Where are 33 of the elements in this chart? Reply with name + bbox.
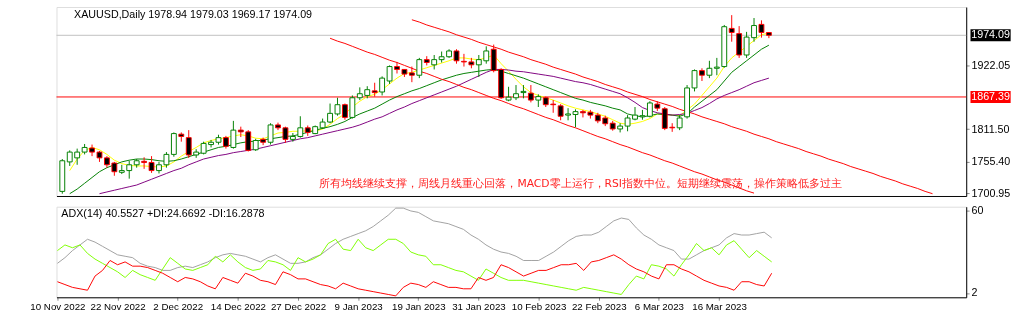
candlestick (267, 122, 274, 146)
candlestick (736, 25, 743, 59)
x-tick-label: 9 Jan 2023 (334, 301, 383, 313)
candlestick (349, 94, 356, 120)
y-tick-label: 1922.05 (971, 58, 1011, 71)
x-tick-label: 10 Nov 2022 (30, 301, 86, 313)
x-tick-label: 6 Mar 2023 (634, 301, 685, 313)
candlestick (416, 57, 423, 79)
x-tick-label: 19 Jan 2023 (392, 301, 446, 313)
candlestick (728, 14, 735, 43)
x-tick-label: 31 Jan 2023 (452, 301, 506, 313)
chart-title: ADX(14) 40.5527 +DI:24.6692 -DI:16.2878 (61, 207, 265, 220)
candlestick (699, 67, 705, 82)
y-tick-label: 1700.95 (971, 186, 1011, 199)
ref-line-label: 1974.09 (971, 28, 1010, 41)
line-series (56, 238, 773, 295)
candlestick (230, 120, 237, 150)
y-tick-label: 1811.50 (971, 122, 1010, 135)
x-tick-label: 16 Mar 2023 (692, 301, 747, 313)
x-tick-label: 22 Nov 2022 (90, 301, 146, 313)
x-tick-label: 14 Dec 2022 (210, 301, 266, 313)
line-series (56, 254, 773, 297)
x-tick-label: 27 Dec 2022 (270, 301, 327, 313)
x-tick-label: 22 Feb 2023 (571, 301, 627, 313)
x-tick-label: 10 Feb 2023 (511, 301, 567, 313)
line-series (56, 207, 773, 271)
ref-line-label: 1867.39 (971, 89, 1010, 102)
candlestick (185, 129, 192, 159)
y-tick-label: 1755.40 (971, 155, 1011, 168)
x-tick-label: 2 Dec 2022 (153, 301, 204, 313)
chart-title: XAUUSD,Daily 1978.94 1979.03 1969.17 1974.09 (74, 7, 313, 20)
y-tick-label: 2 (971, 286, 978, 299)
y-tick-label: 60 (971, 204, 984, 217)
